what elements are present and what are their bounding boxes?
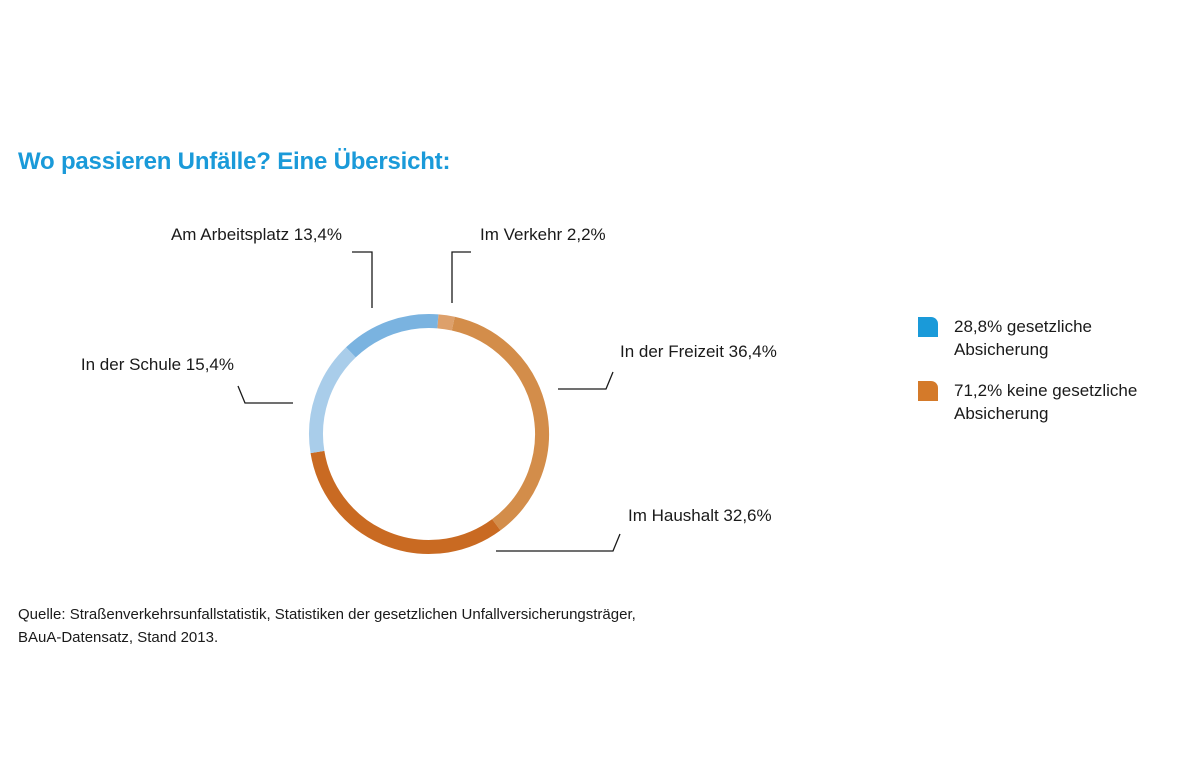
donut-slice-2 <box>310 450 501 554</box>
leader-lines <box>237 251 621 552</box>
leader-line-schule <box>237 385 293 404</box>
legend-swatch-orange <box>918 381 938 401</box>
legend-item-gesetzlich: 28,8% gesetzliche Absicherung <box>918 315 1178 361</box>
slice-label-haushalt: Im Haushalt 32,6% <box>628 506 772 525</box>
donut-slices <box>309 314 549 554</box>
donut-slice-4 <box>346 314 439 358</box>
source-line-1: Quelle: Straßenverkehrsunfallstatistik, … <box>18 606 636 623</box>
legend-swatch-blue <box>918 317 938 337</box>
legend-label: 71,2% keine gesetzliche Absicherung <box>954 381 1138 423</box>
leader-line-freizeit <box>558 371 614 390</box>
slice-label-arbeitsplatz: Am Arbeitsplatz 13,4% <box>171 225 342 244</box>
legend-item-keine-gesetzlich: 71,2% keine gesetzliche Absicherung <box>918 379 1178 425</box>
donut-slice-1 <box>451 316 549 531</box>
leader-line-haushalt <box>496 533 621 552</box>
slice-label-freizeit: In der Freizeit 36,4% <box>620 342 777 361</box>
source-line-2: BAuA-Datensatz, Stand 2013. <box>18 629 219 646</box>
donut-slice-0 <box>437 314 455 331</box>
source-note: Quelle: Straßenverkehrsunfallstatistik, … <box>18 603 778 649</box>
donut-slice-3 <box>309 347 356 454</box>
leader-line-verkehr <box>451 251 471 303</box>
legend-label: 28,8% gesetzliche Absicherung <box>954 317 1092 359</box>
chart-title: Wo passieren Unfälle? Eine Übersicht: <box>18 148 451 175</box>
slice-label-schule: In der Schule 15,4% <box>81 355 234 374</box>
legend: 28,8% gesetzliche Absicherung 71,2% kein… <box>918 315 1178 443</box>
slice-label-verkehr: Im Verkehr 2,2% <box>480 225 606 244</box>
leader-line-arbeitsplatz <box>352 251 373 308</box>
